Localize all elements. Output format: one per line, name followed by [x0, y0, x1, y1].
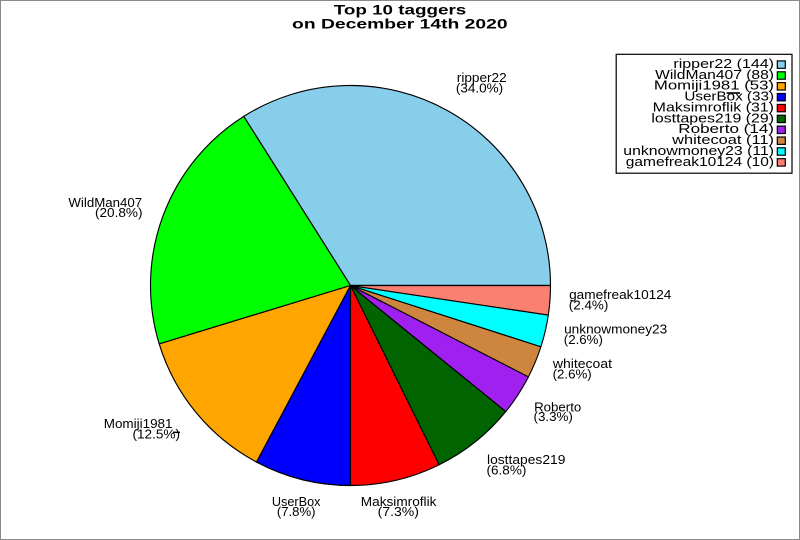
svg-text:(2.6%): (2.6%) [553, 367, 592, 381]
svg-text:Roberto: Roberto [534, 400, 581, 414]
svg-text:WildMan407 (88): WildMan407 (88) [655, 68, 774, 82]
svg-text:Maksimroflik (31): Maksimroflik (31) [653, 101, 774, 115]
svg-text:gamefreak10124: gamefreak10124 [569, 288, 671, 302]
svg-text:whitecoat (11): whitecoat (11) [671, 133, 774, 147]
svg-text:(2.6%): (2.6%) [564, 333, 603, 347]
svg-text:(7.8%): (7.8%) [277, 505, 316, 519]
svg-text:ripper22: ripper22 [457, 71, 507, 85]
svg-text:on December 14th 2020: on December 14th 2020 [292, 16, 508, 32]
svg-text:losttapes219 (29): losttapes219 (29) [651, 111, 774, 125]
svg-text:Maksimroflik: Maksimroflik [361, 495, 437, 509]
svg-text:(20.8%): (20.8%) [95, 206, 143, 220]
svg-text:(3.3%): (3.3%) [534, 410, 573, 424]
svg-text:unknowmoney23 (11): unknowmoney23 (11) [623, 144, 774, 158]
svg-text:losttapes219: losttapes219 [487, 453, 565, 467]
svg-text:(12.5%): (12.5%) [133, 427, 181, 441]
svg-text:Momiji1981 (53): Momiji1981 (53) [654, 79, 774, 93]
svg-text:whitecoat: whitecoat [552, 357, 613, 371]
svg-text:unknowmoney23: unknowmoney23 [564, 323, 667, 337]
svg-text:(2.4%): (2.4%) [569, 299, 609, 313]
svg-text:Top 10 taggers: Top 10 taggers [334, 2, 467, 18]
svg-text:(34.0%): (34.0%) [456, 81, 503, 95]
svg-text:Momiji1981: Momiji1981 [104, 417, 173, 431]
svg-text:(7.3%): (7.3%) [378, 505, 419, 519]
svg-text:Roberto (14): Roberto (14) [678, 122, 774, 136]
svg-text:WildMan407: WildMan407 [68, 196, 142, 210]
svg-text:ripper22 (144): ripper22 (144) [673, 57, 774, 71]
svg-text:UserBox (33): UserBox (33) [684, 90, 774, 104]
svg-text:(6.8%): (6.8%) [487, 463, 527, 477]
svg-text:UserBox: UserBox [272, 495, 321, 509]
svg-text:gamefreak10124 (10): gamefreak10124 (10) [626, 155, 774, 169]
